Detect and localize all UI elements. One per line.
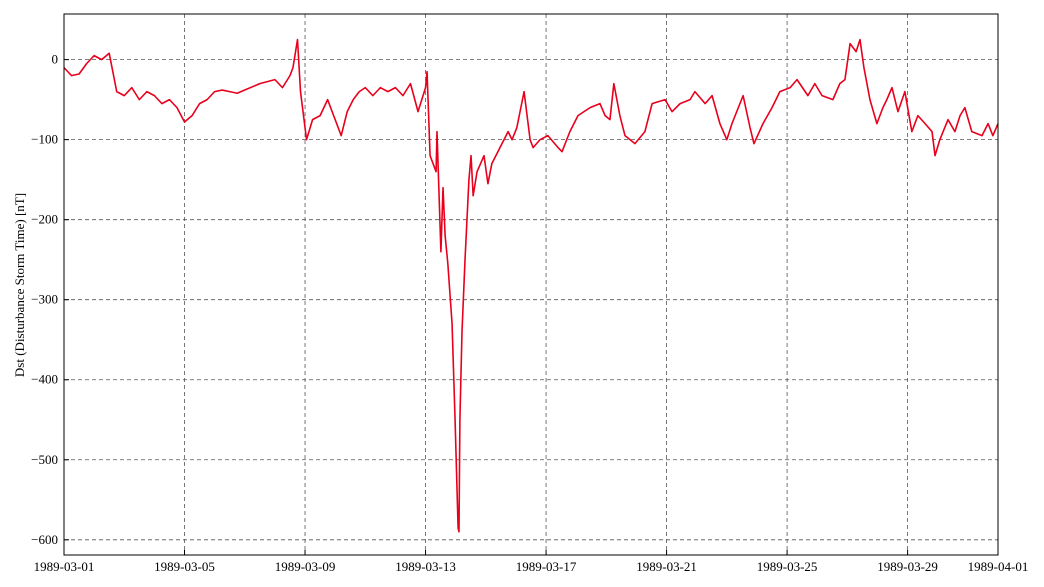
y-axis-label: Dst (Disturbance Storm Time) [nT] (12, 193, 27, 377)
y-tick-label: −100 (31, 132, 58, 147)
y-tick-label: −300 (31, 292, 58, 307)
plot-frame (63, 13, 999, 556)
y-tick-label: −600 (31, 532, 58, 547)
x-tick-label: 1989-03-29 (877, 559, 938, 574)
x-tick-label: 1989-03-17 (516, 559, 577, 574)
x-tick-label: 1989-03-21 (636, 559, 697, 574)
x-tick-label: 1989-03-13 (395, 559, 456, 574)
x-tick-label: 1989-03-25 (757, 559, 818, 574)
y-tick-label: −200 (31, 212, 58, 227)
data-line (63, 38, 999, 533)
x-tick-label: 1989-03-05 (154, 559, 215, 574)
x-tick-label: 1989-03-01 (34, 559, 95, 574)
x-tick-label: 1989-03-09 (275, 559, 336, 574)
y-tick-label: 0 (52, 52, 59, 67)
x-tick-label: 1989-04-01 (968, 559, 1029, 574)
y-tick-label: −400 (31, 372, 58, 387)
y-tick-label: −500 (31, 452, 58, 467)
